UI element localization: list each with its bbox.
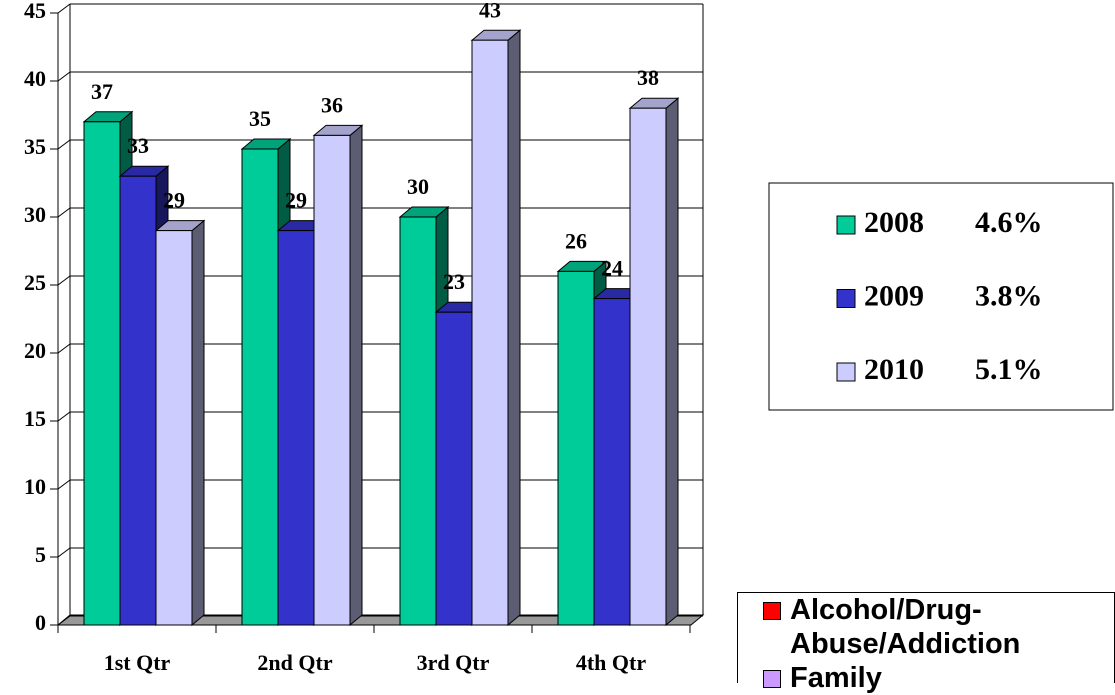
y-tick-label: 40 (24, 66, 46, 91)
grid-diag (57, 547, 71, 558)
value-label: 35 (249, 106, 271, 131)
grid-diag (57, 479, 71, 490)
bar (399, 216, 437, 626)
legend-2-item: Alcohol/Drug-Abuse/Addiction (738, 593, 1070, 661)
grid-diag (57, 207, 71, 218)
bar-side (507, 29, 521, 627)
legend-swatch (836, 215, 856, 235)
value-label: 43 (479, 0, 501, 22)
grid-diag (57, 343, 71, 354)
value-label: 37 (91, 79, 113, 104)
value-label: 29 (163, 188, 185, 213)
value-label: 30 (407, 174, 429, 199)
grid-diag (57, 411, 71, 422)
grid-diag (57, 3, 71, 14)
grid-diag (57, 275, 71, 286)
page: 0 5 10 15 20 25 30 35 40 45 1st Qtr 37 33 29 2nd Qtr 35… (24, 0, 1115, 694)
grid-diag (57, 71, 71, 82)
legend-box (768, 182, 1114, 411)
bar (83, 121, 121, 626)
y-tick-label: 20 (24, 338, 46, 363)
value-label: 33 (127, 133, 149, 158)
legend-note: 5.1% (975, 353, 1043, 386)
bar (277, 230, 315, 626)
bar (241, 148, 279, 626)
bar (313, 134, 351, 626)
bar-side (665, 97, 679, 627)
bar (155, 230, 193, 626)
legend-label: 2010 (864, 353, 924, 386)
y-tick-label: 15 (24, 406, 46, 431)
legend-swatch (763, 670, 781, 688)
y-tick-label: 5 (35, 542, 46, 567)
grid-diag (57, 139, 71, 150)
legend-label: Family (790, 662, 882, 694)
legend-swatch (836, 362, 856, 382)
x-tick-label: 1st Qtr (104, 650, 171, 675)
legend-label: Alcohol/Drug-Abuse/Addiction (790, 594, 1021, 660)
x-tick-label: 4th Qtr (576, 650, 647, 675)
y-tick-label: 25 (24, 270, 46, 295)
legend-label: 2008 (864, 206, 924, 239)
bar (435, 311, 473, 626)
value-label: 24 (601, 256, 623, 281)
y-tick-label: 45 (24, 0, 46, 23)
chart: 0 5 10 15 20 25 30 35 40 45 1st Qtr 37 33 29 2nd Qtr 35… (24, 0, 1114, 675)
bar (119, 175, 157, 626)
grid-diag (57, 615, 71, 626)
bar (629, 107, 667, 626)
bar-side (349, 124, 363, 627)
x-tick-label: 3rd Qtr (417, 650, 490, 675)
y-tick-label: 10 (24, 474, 46, 499)
legend-2: Alcohol/Drug-Abuse/Addiction Family (737, 592, 1115, 694)
bar (471, 39, 509, 626)
legend-note: 3.8% (975, 279, 1043, 312)
value-label: 23 (443, 269, 465, 294)
y-tick-label: 35 (24, 134, 46, 159)
bar (557, 270, 595, 626)
value-label: 26 (565, 228, 587, 253)
legend-swatch (836, 289, 856, 308)
y-tick-label: 0 (35, 610, 46, 635)
bar (593, 298, 631, 626)
value-label: 36 (321, 92, 343, 117)
legend-note: 4.6% (975, 206, 1043, 239)
bar-side (191, 219, 205, 627)
legend-2-item: Family (738, 661, 1070, 695)
legend-label: 2009 (864, 279, 924, 312)
value-label: 29 (285, 188, 307, 213)
legend-swatch (763, 602, 781, 620)
value-label: 38 (637, 65, 659, 90)
y-tick-label: 30 (24, 202, 46, 227)
x-tick-label: 2nd Qtr (257, 650, 332, 675)
